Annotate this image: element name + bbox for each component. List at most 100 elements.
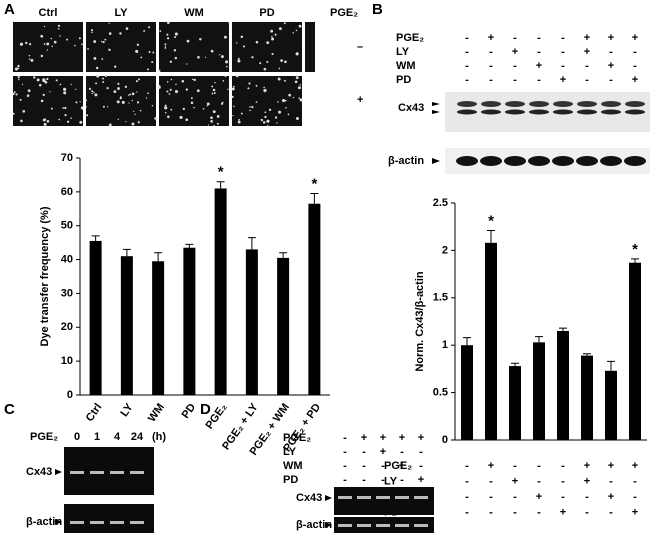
cell-dot: [211, 92, 214, 95]
treatment-sign: -: [381, 460, 385, 472]
treatment-sign: -: [585, 491, 589, 503]
cell-dot: [154, 117, 157, 120]
time-label: 0: [74, 431, 80, 443]
cell-dot: [281, 99, 286, 103]
treatment-sign: -: [585, 74, 589, 86]
treatment-sign: +: [632, 460, 638, 472]
gel-band: [357, 496, 371, 499]
treatment-sign: -: [537, 46, 541, 58]
cell-dot: [206, 102, 210, 106]
cell-dot: [214, 81, 216, 84]
cell-dot: [104, 38, 107, 41]
treatment-sign: -: [609, 506, 613, 518]
band-arrow: [325, 522, 332, 528]
bar: [277, 257, 290, 395]
cell-dot: [167, 21, 170, 24]
band: [600, 156, 622, 166]
cell-dot: [33, 76, 36, 79]
treatment-sign: -: [513, 32, 517, 44]
micrograph: [86, 22, 156, 72]
cell-dot: [88, 87, 92, 90]
cell-dot: [277, 101, 279, 103]
bar: [605, 370, 617, 440]
cell-dot: [166, 33, 169, 36]
y-tick-label: 2.5: [433, 197, 448, 209]
bar: [120, 256, 133, 395]
treatment-sign: -: [419, 446, 423, 458]
cell-dot: [164, 46, 167, 48]
error-bar: [279, 252, 288, 258]
cell-dot: [285, 106, 287, 109]
micrograph: [232, 76, 302, 126]
treatment-name: LY: [396, 46, 410, 58]
cell-dot: [143, 29, 146, 32]
treatment-sign: -: [561, 460, 565, 472]
cell-dot: [249, 109, 251, 112]
treatment-sign: -: [537, 32, 541, 44]
cell-dot: [225, 60, 229, 64]
treatment-sign: +: [584, 475, 590, 487]
gel-band: [395, 524, 409, 527]
band-label: Cx43: [296, 492, 322, 504]
cell-dot: [294, 80, 298, 84]
cell-dot: [197, 56, 200, 59]
cell-dot: [276, 122, 278, 124]
micrograph: [86, 76, 156, 126]
condition-label: PGE₂: [330, 7, 358, 19]
cell-dot: [42, 118, 46, 122]
cell-dot: [28, 58, 31, 60]
y-tick-label: 60: [61, 186, 73, 198]
cell-dot: [59, 83, 62, 86]
cell-dot: [124, 85, 128, 88]
cell-dot: [299, 98, 303, 102]
treatment-name: LY: [283, 446, 297, 458]
treatment-sign: -: [465, 32, 469, 44]
cell-dot: [248, 82, 251, 85]
cell-dot: [175, 83, 177, 86]
cell-dot: [298, 24, 302, 28]
treatment-sign: +: [418, 474, 424, 486]
treatment-sign: -: [561, 60, 565, 72]
treatment-sign: +: [361, 432, 367, 444]
cell-dot: [22, 110, 26, 113]
treatment-sign: -: [513, 460, 517, 472]
micrograph: [13, 76, 83, 126]
cell-dot: [174, 56, 178, 60]
band: [553, 101, 573, 107]
gel-band: [130, 471, 144, 474]
cell-dot: [295, 52, 299, 56]
cell-dot: [237, 59, 241, 63]
cell-dot: [169, 60, 173, 63]
cell-dot: [117, 118, 119, 120]
treatment-label: PGE₂: [30, 431, 58, 443]
treatment-sign: -: [489, 74, 493, 86]
y-tick-label: 30: [61, 287, 73, 299]
bar: [308, 203, 321, 395]
treatment-sign: -: [465, 74, 469, 86]
cell-dot: [147, 68, 150, 71]
micrograph: [13, 22, 83, 72]
cell-dot: [249, 106, 251, 108]
band-label: β-actin: [26, 516, 62, 528]
treatment-sign: -: [343, 432, 347, 444]
cell-dot: [63, 87, 67, 91]
cell-dot: [265, 89, 267, 91]
cell-dot: [166, 90, 169, 93]
cell-dot: [46, 120, 50, 123]
cell-dot: [28, 43, 32, 46]
treatment-sign: -: [343, 474, 347, 486]
treatment-sign: -: [513, 491, 517, 503]
significance-mark: *: [488, 212, 494, 229]
cell-dot: [134, 113, 136, 115]
cell-dot: [271, 53, 274, 56]
treatment-sign: -: [585, 60, 589, 72]
cell-dot: [136, 101, 140, 104]
cell-dot: [227, 88, 229, 90]
cell-dot: [164, 104, 167, 107]
cell-dot: [238, 118, 240, 121]
treatment-sign: -: [537, 475, 541, 487]
band: [577, 101, 597, 107]
treatment-sign: -: [465, 46, 469, 58]
cell-dot: [193, 106, 195, 109]
cell-dot: [213, 124, 215, 127]
